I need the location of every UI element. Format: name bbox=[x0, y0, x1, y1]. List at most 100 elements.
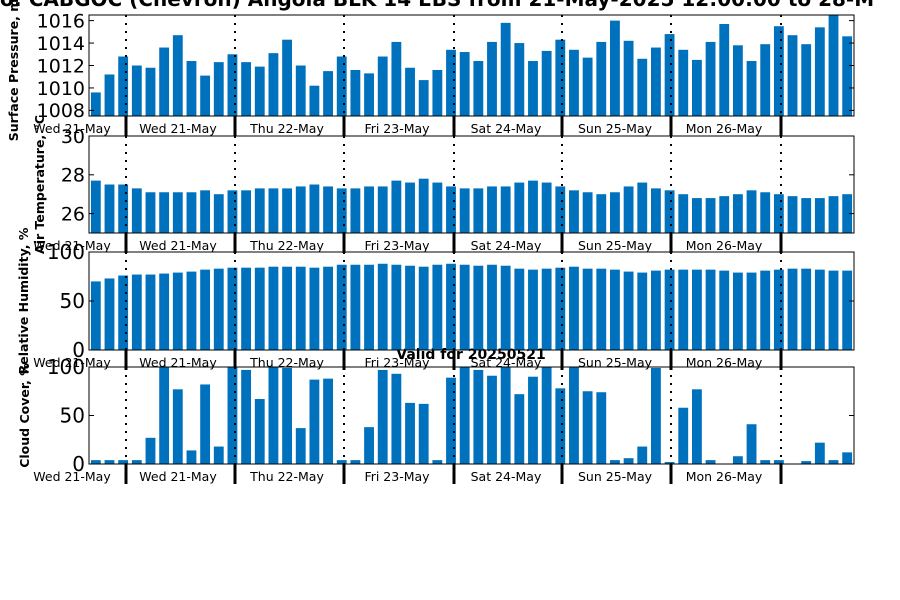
cloud-bar bbox=[582, 391, 593, 464]
cloud-day-label: Fri 23-May bbox=[364, 469, 430, 484]
humidity-bar bbox=[582, 268, 593, 350]
pressure-ylabel: Surface Pressure, mb bbox=[6, 0, 21, 141]
cloud-bar bbox=[664, 462, 675, 464]
humidity-bar bbox=[405, 265, 415, 350]
pressure-bar bbox=[814, 27, 825, 117]
humidity-bar bbox=[241, 267, 252, 350]
pressure-bar bbox=[418, 80, 429, 116]
temperature-bar bbox=[364, 186, 374, 233]
humidity-bar bbox=[432, 264, 443, 350]
pressure-bar bbox=[691, 59, 702, 116]
humidity-bar bbox=[172, 272, 183, 350]
humidity-bar bbox=[446, 263, 456, 350]
humidity-bar bbox=[186, 271, 197, 350]
cloud-day-label: Mon 26-May bbox=[686, 469, 763, 484]
temperature-bar bbox=[569, 190, 579, 233]
pressure-bar bbox=[432, 69, 443, 116]
temperature-bar bbox=[705, 198, 716, 233]
pressure-bar bbox=[541, 50, 552, 116]
temperature-bar bbox=[801, 198, 812, 233]
pressure-ytick-label: 1014 bbox=[37, 33, 85, 55]
humidity-bar bbox=[118, 275, 129, 350]
cloud-bar bbox=[254, 399, 265, 464]
cloud-bar bbox=[227, 367, 238, 464]
humidity-ytick-label: 0 bbox=[72, 338, 85, 362]
pressure-bar bbox=[391, 41, 402, 116]
humidity-day-label: Fri 23-May bbox=[364, 355, 430, 370]
cloud-bar bbox=[705, 460, 716, 464]
cloud-bar bbox=[241, 369, 252, 464]
temperature-day-label: Fri 23-May bbox=[364, 238, 430, 253]
cloud-bar bbox=[623, 458, 634, 464]
pressure-ytick-label: 1010 bbox=[37, 78, 85, 100]
temperature-bar bbox=[760, 192, 771, 233]
humidity-bar bbox=[145, 274, 156, 350]
temperature-bar bbox=[814, 198, 825, 233]
cloud-bar bbox=[842, 452, 853, 464]
humidity-day-label: Wed 21-May bbox=[33, 355, 111, 370]
humidity-bar bbox=[514, 268, 525, 350]
cloud-bar bbox=[213, 446, 224, 464]
cloud-bar bbox=[432, 460, 443, 464]
humidity-bar bbox=[637, 272, 648, 350]
temperature-bar bbox=[186, 192, 197, 233]
valid-date-label: Valid for 20250521 bbox=[396, 347, 545, 363]
humidity-bar bbox=[364, 264, 374, 350]
temperature-bar bbox=[637, 182, 648, 233]
temperature-bar bbox=[104, 184, 115, 233]
cloud-bar bbox=[651, 367, 661, 464]
cloud-bar bbox=[309, 379, 320, 464]
humidity-bar bbox=[213, 268, 224, 350]
pressure-bar bbox=[828, 15, 839, 116]
cloud-bar bbox=[90, 460, 101, 464]
temperature-ytick-label: 26 bbox=[61, 203, 85, 225]
humidity-bar bbox=[610, 269, 620, 350]
humidity-bar bbox=[555, 267, 566, 350]
temperature-bar bbox=[541, 182, 552, 233]
pressure-bar bbox=[500, 22, 511, 116]
temperature-bar bbox=[405, 182, 415, 233]
pressure-day-label: Mon 26-May bbox=[686, 121, 763, 136]
pressure-bar bbox=[569, 49, 579, 116]
cloud-bar bbox=[200, 384, 211, 464]
pressure-bar bbox=[405, 67, 415, 116]
pressure-bar bbox=[90, 92, 101, 116]
pressure-ytick-label: 1016 bbox=[37, 10, 85, 32]
temperature-day-label: Sun 25-May bbox=[578, 238, 653, 253]
humidity-bar bbox=[651, 270, 661, 350]
cloud-bar bbox=[773, 460, 784, 464]
humidity-bar bbox=[787, 268, 798, 350]
pressure-bar bbox=[268, 53, 279, 116]
cloud-bar bbox=[377, 369, 388, 464]
pressure-bar bbox=[459, 52, 470, 116]
temperature-bar bbox=[473, 188, 484, 233]
pressure-bar bbox=[446, 49, 456, 116]
humidity-bar bbox=[377, 263, 388, 350]
cloud-bar bbox=[801, 461, 812, 464]
temperature-bar bbox=[254, 188, 265, 233]
humidity-ylabel: Relative Humidity, % bbox=[16, 227, 31, 374]
temperature-bar bbox=[200, 190, 211, 233]
temperature-ylabel: Air Temperature, °C bbox=[32, 115, 47, 254]
pressure-bar bbox=[555, 39, 566, 116]
humidity-ytick-label: 50 bbox=[60, 289, 85, 313]
pressure-bar bbox=[528, 61, 538, 116]
temperature-bar bbox=[582, 192, 593, 233]
humidity-bar bbox=[282, 266, 292, 350]
humidity-bar bbox=[528, 269, 538, 350]
cloud-bar bbox=[500, 367, 511, 464]
humidity-bar bbox=[732, 272, 743, 350]
cloud-bar bbox=[268, 367, 279, 464]
pressure-bar bbox=[801, 44, 812, 116]
humidity-bar bbox=[691, 269, 702, 350]
temperature-bar bbox=[323, 186, 333, 233]
humidity-bar bbox=[391, 264, 402, 350]
temperature-bar bbox=[732, 194, 743, 233]
temperature-day-label: Wed 21-May bbox=[139, 238, 217, 253]
cloud-bar bbox=[405, 402, 415, 464]
humidity-bar bbox=[309, 267, 320, 350]
